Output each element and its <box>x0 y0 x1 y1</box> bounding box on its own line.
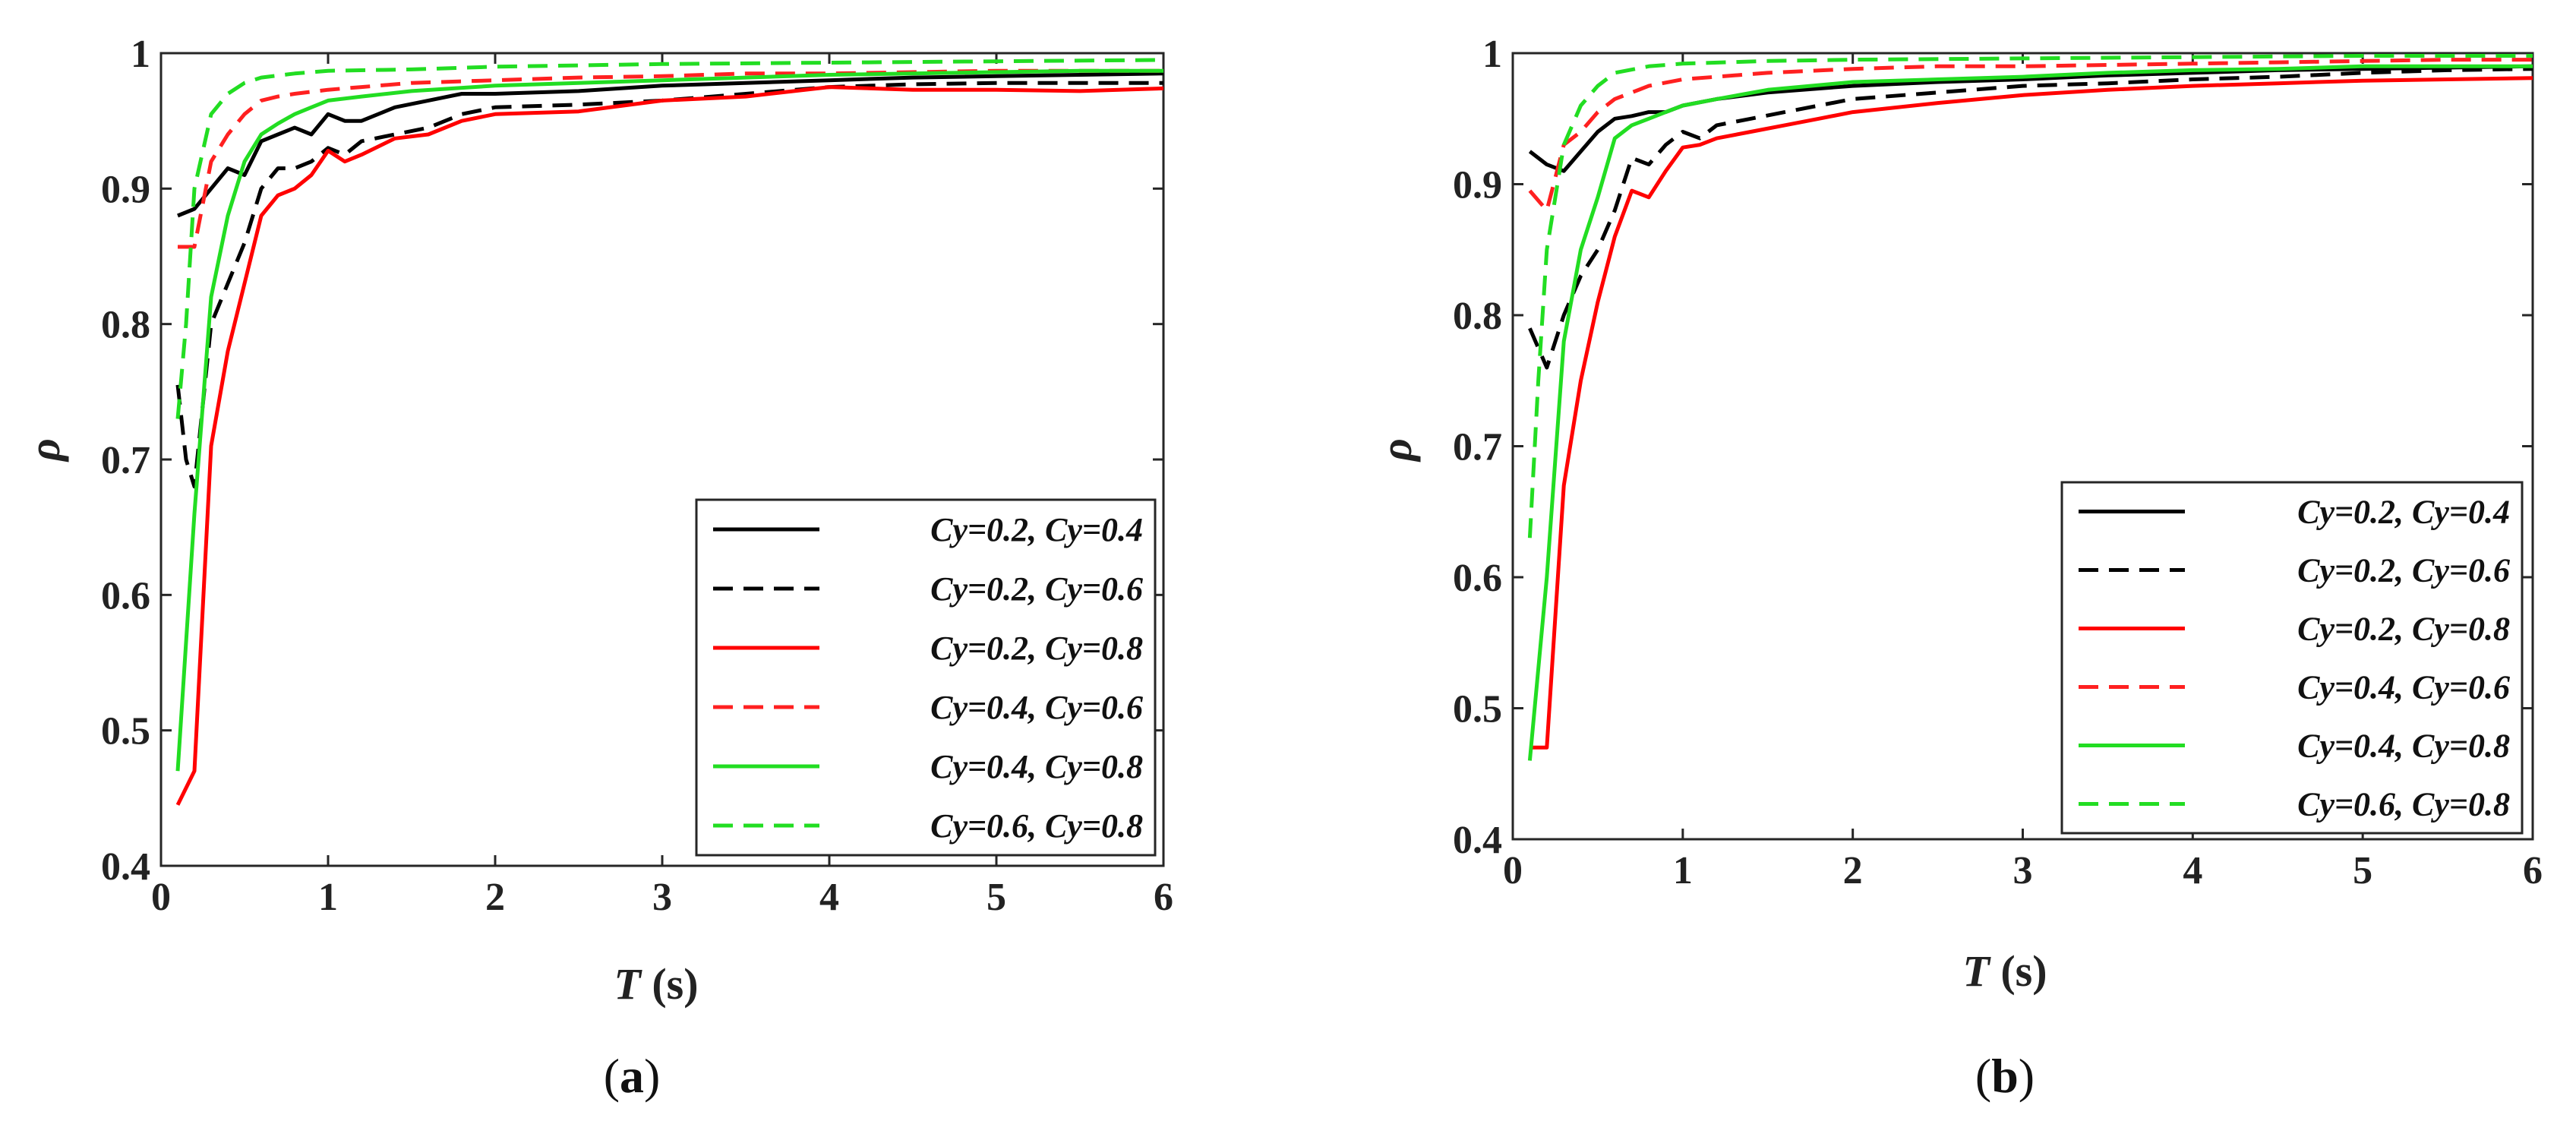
x-tick-label-b: 3 <box>2013 849 2033 892</box>
x-tick-label-a: 2 <box>485 876 505 919</box>
caption-a-open: ( <box>604 1049 620 1103</box>
x-tick-label-b: 6 <box>2523 849 2543 892</box>
x-tick-label-b: 0 <box>1503 849 1523 892</box>
series-line-a-3 <box>175 85 1164 806</box>
legend-label-b-2: Cy=0.2, Cy=0.6 <box>2297 552 2510 589</box>
legend-label-b-5: Cy=0.4, Cy=0.8 <box>2297 728 2510 765</box>
y-tick-label-a: 0.8 <box>101 304 150 347</box>
y-tick-label-a: 0.6 <box>101 574 150 617</box>
caption-a-close: ) <box>644 1049 660 1103</box>
legend-label-b-6: Cy=0.6, Cy=0.8 <box>2297 786 2510 823</box>
y-tick-label-b: 1 <box>1482 33 1502 76</box>
x-tick-label-a: 0 <box>151 876 171 919</box>
caption-b-letter: b <box>1991 1049 2019 1103</box>
y-axis-label-a: ρ <box>20 438 69 463</box>
series-line-b-3 <box>1530 76 2533 750</box>
chart-panel-a: 0 1 2 3 4 5 6 0.4 0.5 0.6 0.7 0.8 0.9 1 Cy=0.2, Cy=0.… <box>20 33 1173 1103</box>
caption-b-close: ) <box>2019 1049 2035 1103</box>
x-tick-label-a: 4 <box>819 876 839 919</box>
caption-b: (b) <box>1975 1049 2035 1103</box>
legend-box-b <box>2060 481 2524 835</box>
x-tick-label-a: 5 <box>987 876 1006 919</box>
y-tick-label-a: 0.4 <box>101 845 150 889</box>
x-tick-label-a: 1 <box>318 876 338 919</box>
y-tick-label-b: 0.4 <box>1453 819 1502 862</box>
legend-label-a-1: Cy=0.2, Cy=0.4 <box>930 511 1143 548</box>
x-tick-label-b: 1 <box>1673 849 1693 892</box>
series-group-b <box>1527 54 2533 761</box>
legend-label-a-3: Cy=0.2, Cy=0.8 <box>930 630 1143 667</box>
legend-label-a-6: Cy=0.6, Cy=0.8 <box>930 807 1143 845</box>
y-axis-label-b: ρ <box>1372 438 1421 463</box>
x-axis-label-unit-a: (s) <box>641 959 699 1009</box>
caption-b-open: ( <box>1975 1049 1991 1103</box>
x-axis-label-unit-b: (s) <box>1990 946 2047 996</box>
x-axis-label-main-a: T <box>614 959 642 1009</box>
series-line-b-2 <box>1528 67 2533 370</box>
x-axis-label-main-b: T <box>1962 946 1991 996</box>
y-tick-label-b: 0.5 <box>1453 688 1502 731</box>
legend-label-a-2: Cy=0.2, Cy=0.6 <box>930 570 1143 608</box>
x-tick-label-b: 2 <box>1843 849 1863 892</box>
legend-a: Cy=0.2, Cy=0.4 Cy=0.2, Cy=0.6 Cy=0.2, Cy=0… <box>695 498 1157 857</box>
caption-a: (a) <box>604 1049 661 1103</box>
series-line-b-5 <box>1527 64 2533 761</box>
series-line-a-6 <box>175 58 1164 419</box>
series-group-a <box>175 58 1164 806</box>
x-tick-label-b: 5 <box>2353 849 2372 892</box>
y-tick-label-b: 0.8 <box>1453 295 1502 338</box>
axes-a: 0 1 2 3 4 5 6 0.4 0.5 0.6 0.7 0.8 0.9 1 <box>101 33 1173 919</box>
chart-panel-b: 0 1 2 3 4 5 6 0.4 0.5 0.6 0.7 0.8 0.9 1 Cy=0.2, Cy=0.… <box>1372 33 2543 1103</box>
series-line-a-5 <box>175 68 1163 772</box>
y-tick-label-a: 0.9 <box>101 168 150 211</box>
y-tick-label-a: 1 <box>131 33 150 76</box>
legend-label-a-5: Cy=0.4, Cy=0.8 <box>930 748 1143 785</box>
x-axis-label-b: T (s) <box>1962 946 2047 996</box>
legend-box-a <box>695 498 1157 857</box>
series-line-b-6 <box>1527 54 2533 538</box>
y-tick-label-b: 0.6 <box>1453 557 1502 600</box>
caption-a-letter: a <box>620 1049 644 1103</box>
y-tick-label-a: 0.5 <box>101 710 150 753</box>
legend-b: Cy=0.2, Cy=0.4 Cy=0.2, Cy=0.6 Cy=0.2, Cy=0… <box>2060 481 2524 835</box>
legend-label-b-3: Cy=0.2, Cy=0.8 <box>2297 611 2510 648</box>
x-axis-label-a: T (s) <box>614 959 698 1009</box>
legend-label-a-4: Cy=0.4, Cy=0.6 <box>930 689 1143 726</box>
series-line-b-4 <box>1528 58 2533 213</box>
legend-label-b-1: Cy=0.2, Cy=0.4 <box>2297 494 2510 531</box>
x-tick-label-b: 4 <box>2183 849 2202 892</box>
y-tick-label-b: 0.7 <box>1453 426 1502 469</box>
y-tick-label-b: 0.9 <box>1453 164 1502 207</box>
y-tick-label-a: 0.7 <box>101 439 150 482</box>
x-tick-label-a: 6 <box>1154 876 1173 919</box>
x-tick-label-a: 3 <box>652 876 672 919</box>
legend-label-b-4: Cy=0.4, Cy=0.6 <box>2297 669 2510 706</box>
